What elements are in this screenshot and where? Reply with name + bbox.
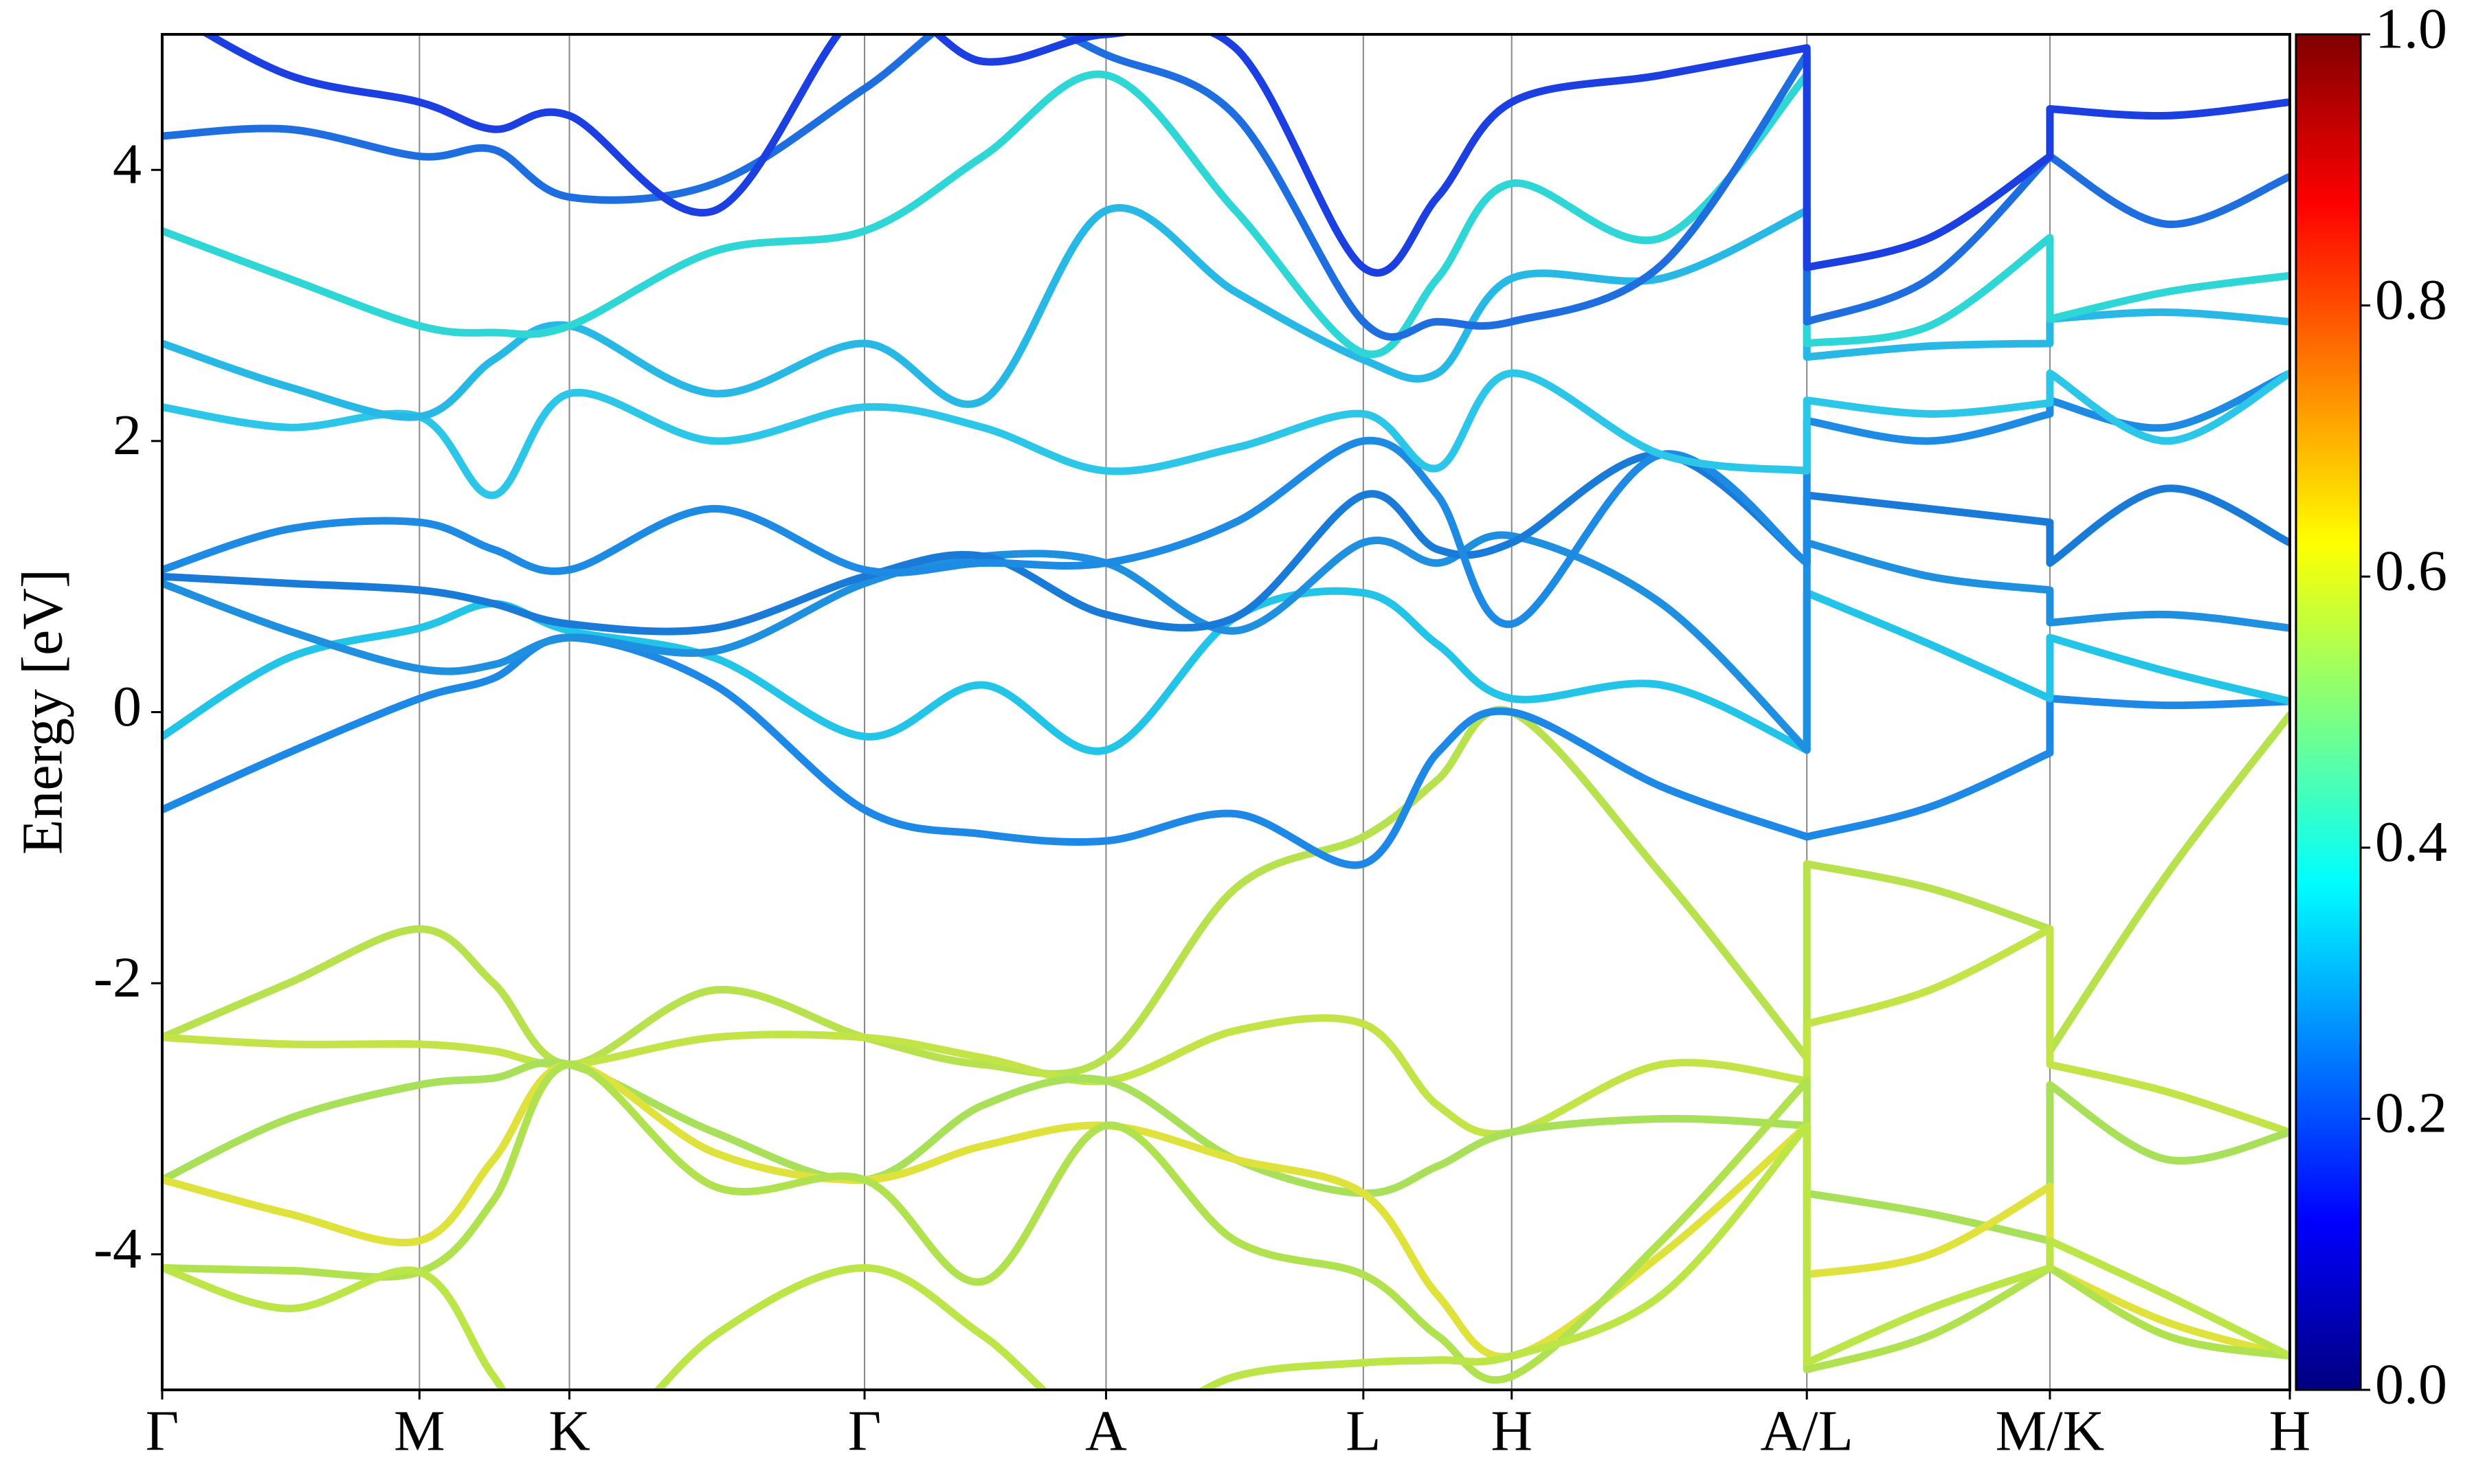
band <box>162 203 2290 421</box>
axes: Γ M K Γ A L H A/L M/K H -4 -2 0 2 4 0.0 0.2 0.4 0.6 0.8 1.0 <box>93 0 2447 1463</box>
x-tick-label: H <box>1491 1399 1533 1463</box>
band <box>162 925 2290 1138</box>
y-tick-label: -4 <box>93 1217 142 1281</box>
y-axis-label: Energy [eV] <box>10 569 74 855</box>
band <box>162 369 2290 628</box>
colorbar-tick-label: 0.0 <box>2375 1352 2447 1416</box>
colorbar-tick-label: 1.0 <box>2375 0 2447 60</box>
band <box>162 1060 2290 1384</box>
band <box>162 34 2290 341</box>
colorbar-tick-label: 0.8 <box>2375 268 2447 332</box>
x-tick-label: Γ <box>848 1399 882 1463</box>
x-tick-label: A/L <box>1761 1399 1853 1463</box>
band <box>162 531 2290 754</box>
band <box>162 70 2290 359</box>
x-tick-label: Γ <box>146 1399 179 1463</box>
x-tick-label: K <box>548 1399 590 1463</box>
band <box>201 34 2290 277</box>
x-tick-label: H <box>2269 1399 2311 1463</box>
band <box>162 706 2290 1078</box>
band <box>162 451 2290 636</box>
y-tick-label: 4 <box>113 133 142 196</box>
colorbar-tick-label: 0.4 <box>2375 810 2447 874</box>
band <box>162 1060 2290 1361</box>
y-tick-label: 0 <box>113 675 142 739</box>
x-tick-label: A <box>1085 1399 1127 1463</box>
x-tick-label: M <box>394 1399 445 1463</box>
x-tick-label: M/K <box>1996 1399 2105 1463</box>
x-tick-label: L <box>1346 1399 1381 1463</box>
bands <box>162 34 2290 1390</box>
colorbar <box>2295 33 2362 1391</box>
band <box>162 633 2290 869</box>
y-tick-label: -2 <box>93 945 142 1009</box>
band <box>162 369 2290 499</box>
colorbar-tick-label: 0.2 <box>2375 1081 2447 1145</box>
band <box>162 1121 2290 1390</box>
y-tick-label: 2 <box>113 403 142 467</box>
colorbar-tick-label: 0.6 <box>2375 539 2447 603</box>
